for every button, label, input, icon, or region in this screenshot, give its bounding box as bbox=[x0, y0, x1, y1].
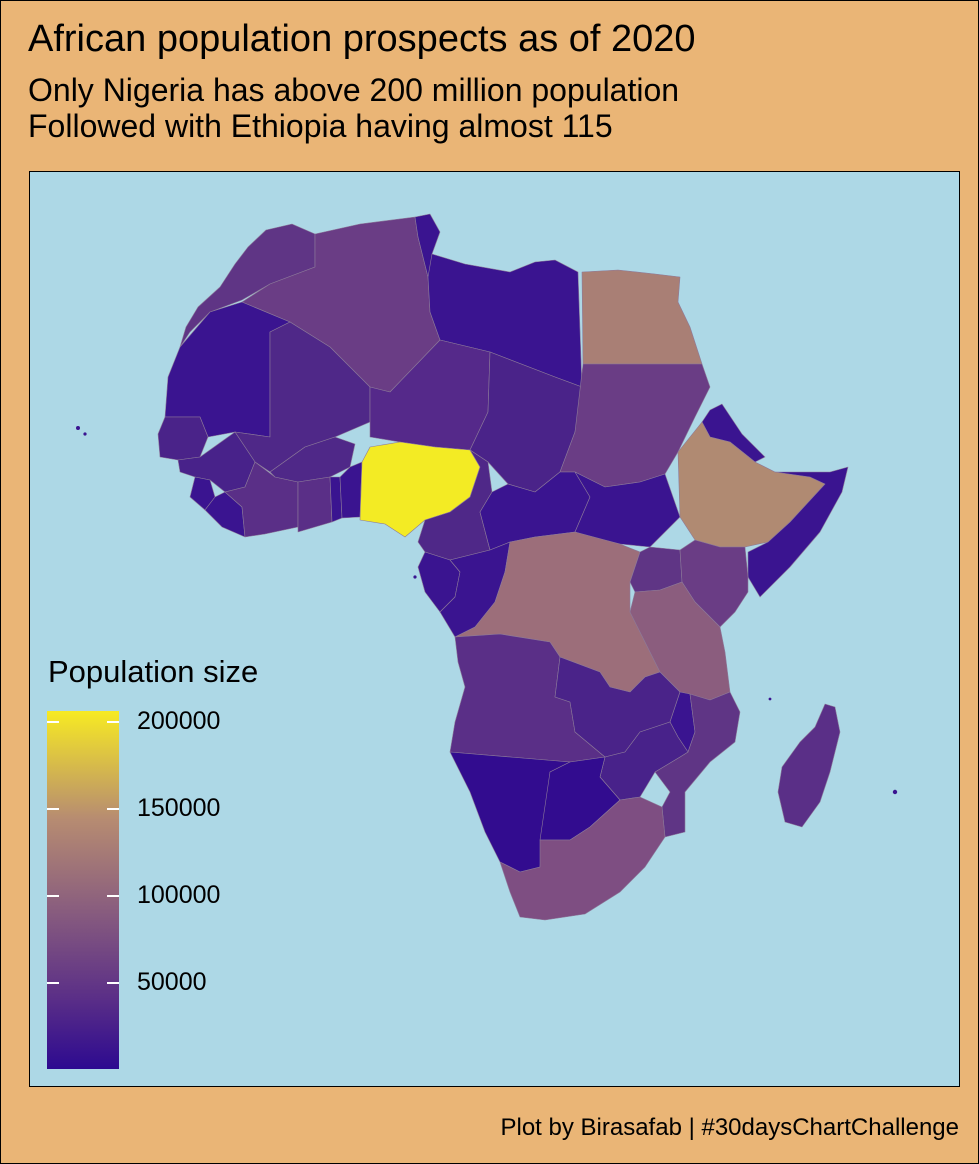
island-cape-verde bbox=[76, 426, 80, 430]
region-south-africa bbox=[499, 796, 666, 921]
island-cape-verde-2 bbox=[83, 432, 87, 436]
chart-subtitle: Only Nigeria has above 200 million popul… bbox=[28, 72, 679, 144]
island-sao-tome bbox=[413, 575, 417, 579]
region-ghana bbox=[297, 476, 333, 533]
island-mauritius bbox=[892, 789, 898, 795]
legend-tick-left bbox=[47, 721, 59, 723]
legend-title: Population size bbox=[48, 654, 259, 689]
legend-tick-left bbox=[47, 808, 59, 810]
region-madagascar bbox=[777, 703, 841, 828]
legend-tick-right bbox=[107, 895, 119, 897]
legend-tick-label: 100000 bbox=[137, 881, 221, 910]
africa-map bbox=[76, 213, 898, 921]
legend-tick-right bbox=[107, 982, 119, 984]
legend-colorbar bbox=[47, 711, 119, 1069]
subtitle-line-1: Only Nigeria has above 200 million popul… bbox=[28, 72, 680, 108]
caption: Plot by Birasafab | #30daysChartChalleng… bbox=[500, 1114, 959, 1141]
legend-tick-right bbox=[107, 721, 119, 723]
legend-tick-label: 150000 bbox=[137, 794, 221, 823]
map-panel bbox=[29, 171, 960, 1087]
chart-title: African population prospects as of 2020 bbox=[28, 18, 696, 60]
small-islands bbox=[76, 426, 898, 795]
legend-tick-left bbox=[47, 982, 59, 984]
region-egypt bbox=[581, 269, 703, 365]
legend-tick-label: 200000 bbox=[137, 707, 221, 736]
legend-tick-left bbox=[47, 895, 59, 897]
region-somalia bbox=[747, 466, 849, 598]
island-comoros bbox=[768, 697, 772, 701]
legend-tick-label: 50000 bbox=[137, 968, 207, 997]
region-senegal bbox=[157, 416, 209, 461]
legend-tick-right bbox=[107, 808, 119, 810]
subtitle-line-2: Followed with Ethiopia having almost 115 bbox=[28, 108, 613, 144]
